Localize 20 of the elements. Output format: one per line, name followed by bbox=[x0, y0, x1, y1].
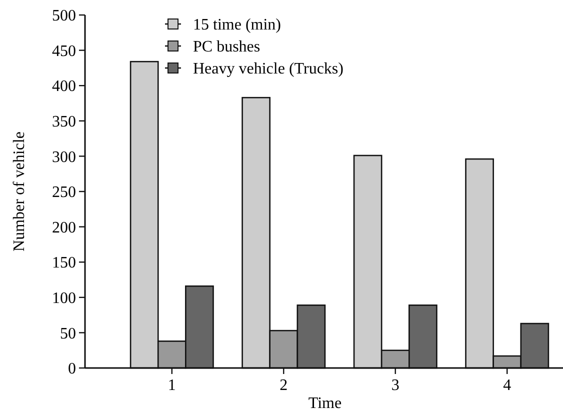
x-tick-label: 1 bbox=[168, 377, 176, 394]
y-tick-label: 450 bbox=[52, 42, 76, 60]
x-tick-label: 3 bbox=[391, 377, 400, 394]
y-tick-label: 250 bbox=[52, 184, 76, 202]
y-axis-title: Number of vehicle bbox=[11, 132, 28, 252]
x-axis-title: Time bbox=[308, 395, 342, 412]
legend-label: 15 time (min) bbox=[193, 16, 281, 34]
legend-label: Heavy vehicle (Trucks) bbox=[193, 60, 344, 78]
y-tick-label: 200 bbox=[52, 219, 76, 236]
y-tick-label: 150 bbox=[52, 254, 76, 272]
y-tick-label: 400 bbox=[52, 78, 76, 96]
y-tick-label: 300 bbox=[52, 148, 76, 166]
y-tick-label: 50 bbox=[60, 325, 76, 342]
x-tick-label: 4 bbox=[503, 377, 512, 394]
legend-label: PC bushes bbox=[193, 38, 260, 56]
y-tick-label: 100 bbox=[52, 290, 76, 307]
y-tick-label: 500 bbox=[52, 8, 76, 25]
y-tick-label: 0 bbox=[68, 360, 76, 378]
x-tick-label: 2 bbox=[280, 377, 288, 394]
y-tick-label: 350 bbox=[52, 114, 76, 130]
